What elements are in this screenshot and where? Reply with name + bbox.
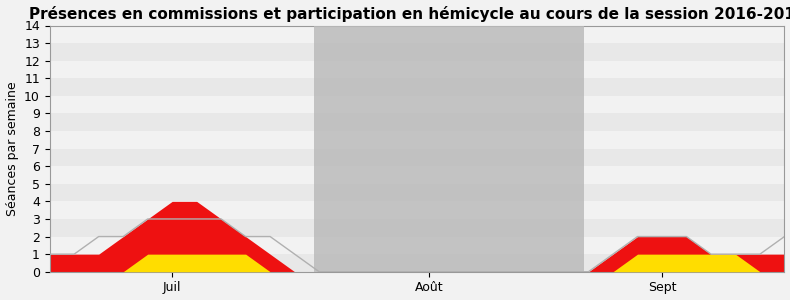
Bar <box>50 254 784 272</box>
Bar <box>50 236 784 254</box>
Bar <box>50 78 784 96</box>
Bar <box>50 166 784 184</box>
Y-axis label: Séances par semaine: Séances par semaine <box>6 81 18 216</box>
Title: Présences en commissions et participation en hémicycle au cours de la session 20: Présences en commissions et participatio… <box>28 6 790 22</box>
Bar <box>50 131 784 148</box>
Bar <box>50 26 784 43</box>
Bar <box>50 96 784 113</box>
Bar <box>50 43 784 61</box>
Bar <box>314 26 584 272</box>
Bar <box>50 184 784 201</box>
Bar <box>50 201 784 219</box>
Bar <box>50 148 784 166</box>
Bar <box>50 113 784 131</box>
Bar <box>50 61 784 78</box>
Bar <box>50 219 784 236</box>
